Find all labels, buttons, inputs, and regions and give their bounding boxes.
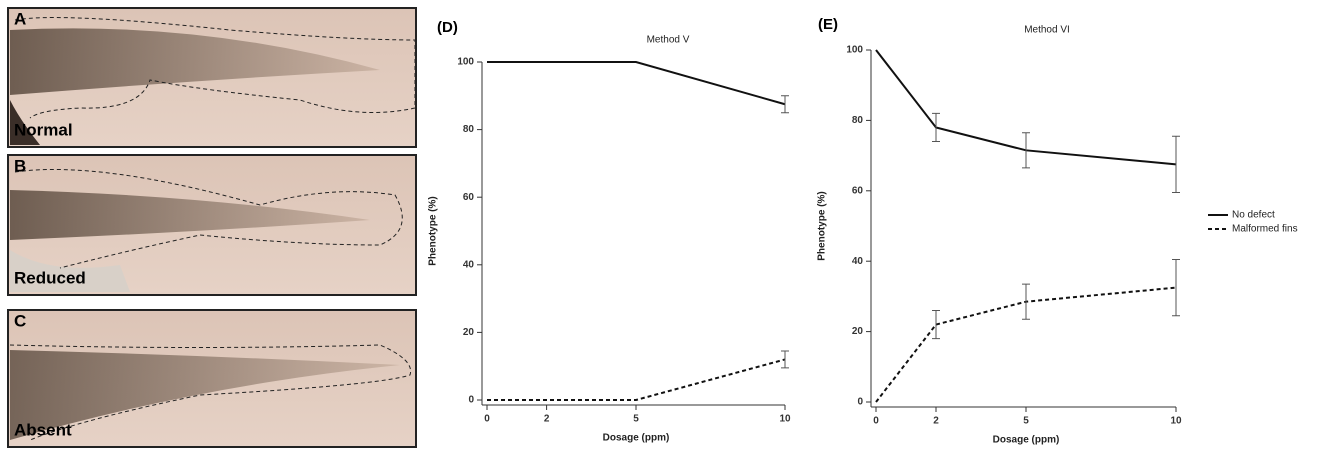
x-tick-label: 0 xyxy=(873,416,879,427)
panel-label: (E) xyxy=(818,16,838,33)
chart-title: Method VI xyxy=(1024,25,1070,36)
legend-label: Malformed fins xyxy=(1232,224,1298,235)
error-bar xyxy=(1022,283,1030,320)
photo-caption: Normal xyxy=(14,120,73,139)
y-tick-label: 100 xyxy=(846,45,863,56)
legend-label: No defect xyxy=(1232,210,1275,221)
error-bar xyxy=(1172,135,1180,194)
photo-caption: Reduced xyxy=(14,268,86,287)
x-tick-label: 0 xyxy=(484,414,490,425)
photo-letter: B xyxy=(14,156,26,175)
photo-b xyxy=(7,154,417,296)
error-bar xyxy=(1022,132,1030,169)
series-line xyxy=(487,358,786,401)
chart-title: Method V xyxy=(647,35,690,46)
x-tick-label: 5 xyxy=(633,414,639,425)
series-line xyxy=(875,286,1177,403)
error-bar xyxy=(781,350,789,369)
y-tick-label: 0 xyxy=(857,397,863,408)
y-tick-label: 40 xyxy=(463,259,475,270)
y-tick-label: 40 xyxy=(852,256,864,267)
y-tick-label: 100 xyxy=(457,57,474,68)
error-bar xyxy=(781,95,789,114)
y-tick-label: 20 xyxy=(852,326,864,337)
y-axis-title: Phenotype (%) xyxy=(817,191,828,260)
photo-c xyxy=(7,309,417,448)
x-axis-title: Dosage (ppm) xyxy=(603,433,670,444)
y-tick-label: 60 xyxy=(852,185,864,196)
photo-letter: A xyxy=(14,9,26,28)
error-bar xyxy=(1172,258,1180,317)
y-tick-label: 80 xyxy=(463,124,475,135)
series-line xyxy=(487,61,786,106)
series-line xyxy=(875,49,1177,166)
y-tick-label: 20 xyxy=(463,327,475,338)
x-tick-label: 2 xyxy=(933,416,939,427)
x-tick-label: 10 xyxy=(779,414,791,425)
x-tick-label: 2 xyxy=(544,414,550,425)
y-tick-label: 60 xyxy=(463,192,475,203)
photo-a xyxy=(7,7,417,148)
panel-label: (D) xyxy=(437,19,458,36)
y-tick-label: 80 xyxy=(852,115,864,126)
error-bar xyxy=(932,309,940,340)
x-tick-label: 5 xyxy=(1023,416,1029,427)
photo-caption: Absent xyxy=(14,420,72,439)
y-tick-label: 0 xyxy=(468,395,474,406)
error-bar xyxy=(932,112,940,143)
x-axis-title: Dosage (ppm) xyxy=(993,435,1060,446)
y-axis-title: Phenotype (%) xyxy=(428,196,439,265)
photo-letter: C xyxy=(14,311,26,330)
x-tick-label: 10 xyxy=(1170,416,1182,427)
